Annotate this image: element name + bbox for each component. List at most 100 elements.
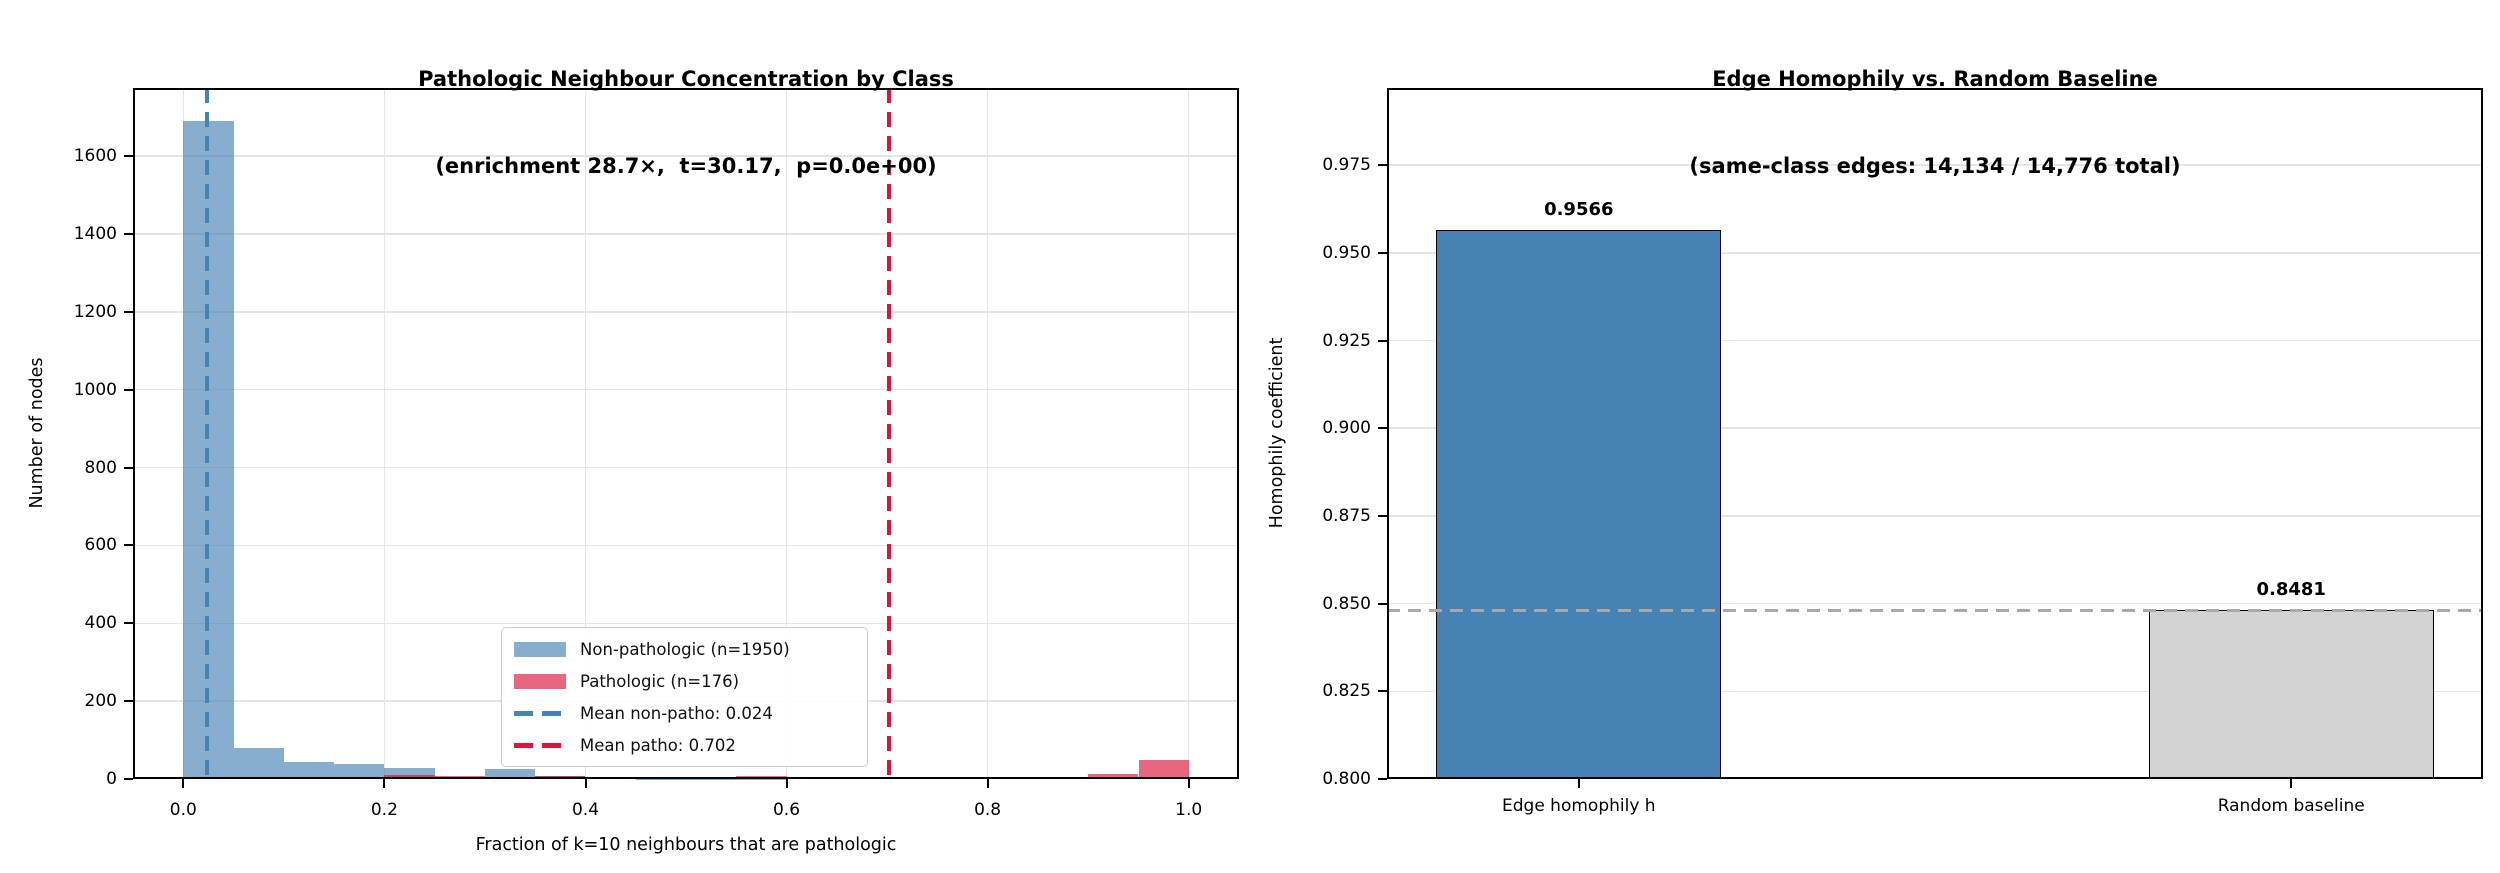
ytick-label: 0: [106, 769, 117, 789]
bar-random-baseline: [2148, 610, 2434, 779]
bar-value-label: 0.8481: [2256, 579, 2326, 601]
ytick-mark: [1378, 690, 1387, 693]
gridline-y: [1387, 515, 2483, 517]
category-label: Random baseline: [2217, 796, 2365, 816]
ytick-label: 0.975: [1322, 155, 1371, 176]
xtick-label: 0.8: [974, 800, 1002, 820]
spine-bottom: [133, 777, 1239, 779]
right-chart-title-line2: (same-class edges: 14,134 / 14,776 total…: [1689, 154, 2181, 178]
spine-bottom: [1387, 777, 2483, 779]
legend-row: Mean patho: 0.702: [514, 736, 855, 755]
category-label: Edge homophily h: [1502, 796, 1656, 816]
ytick-mark: [1378, 602, 1387, 605]
ytick-mark: [1378, 514, 1387, 517]
right-chart-title: Edge Homophily vs. Random Baseline (same…: [1689, 7, 2180, 239]
ytick-label: 400: [84, 613, 117, 634]
legend-label-non-pathologic: Non-pathologic (n=1950): [580, 639, 790, 659]
ytick-mark: [124, 700, 133, 703]
xtick-mark: [1187, 779, 1190, 788]
xtick-mark: [182, 779, 185, 788]
ytick-label: 600: [84, 535, 117, 556]
ytick-mark: [1378, 778, 1387, 780]
ytick-mark: [124, 622, 133, 625]
gridline-y: [1387, 252, 2483, 254]
mean-line-patho: [887, 88, 892, 779]
ytick-label: 800: [84, 457, 117, 478]
bar-edge-homophily: [1436, 229, 1722, 779]
ytick-mark: [124, 233, 133, 235]
legend-row: Pathologic (n=176): [514, 672, 855, 691]
spine-right: [2481, 88, 2483, 779]
gridline-y: [133, 466, 1239, 469]
xtick-mark: [383, 779, 386, 788]
legend-label-pathologic: Pathologic (n=176): [580, 671, 740, 691]
ytick-label: 1200: [73, 301, 117, 322]
xtick-label: 0.0: [169, 800, 197, 820]
ytick-mark: [124, 466, 133, 469]
ytick-mark: [1378, 251, 1387, 254]
xtick-mark: [1577, 779, 1580, 788]
xtick-label: 0.6: [772, 800, 801, 820]
xtick-label: 0.2: [370, 800, 398, 820]
plot-area-histogram: Non-pathologic (n=1950) Pathologic (n=17…: [74, 88, 1239, 820]
ytick-label: 200: [84, 691, 117, 712]
spine-top: [133, 88, 1239, 90]
ytick-mark: [124, 544, 133, 547]
left-chart-title: Pathologic Neighbour Concentration by Cl…: [418, 7, 954, 239]
ytick-label: 0.950: [1322, 242, 1371, 263]
gridline-x: [986, 88, 989, 779]
gridline-x: [1187, 88, 1190, 779]
gridline-y: [133, 388, 1239, 391]
ytick-label: 0.850: [1322, 593, 1371, 614]
ytick-mark: [1378, 164, 1387, 167]
gridline-y: [1387, 427, 2483, 429]
right-chart-ylabel: Homophily coefficient: [1267, 337, 1287, 529]
ytick-label: 1400: [73, 224, 117, 244]
ytick-mark: [124, 310, 133, 313]
ytick-mark: [124, 778, 133, 780]
legend-row: Mean non-patho: 0.024: [514, 704, 855, 723]
ytick-label: 0.825: [1322, 681, 1371, 702]
gridline-y: [133, 311, 1239, 313]
gridline-y: [1387, 339, 2483, 342]
legend-swatch-non-pathologic: [514, 641, 566, 657]
ytick-mark: [1378, 427, 1387, 430]
hist-bar-non-pathologic: [283, 761, 335, 779]
gridline-x: [383, 88, 386, 779]
hist-bar-pathologic: [1088, 773, 1139, 779]
gridline-y: [1387, 164, 2483, 166]
legend: Non-pathologic (n=1950) Pathologic (n=17…: [501, 627, 868, 767]
ytick-label: 0.900: [1322, 418, 1371, 439]
legend-label-mean-non-patho: Mean non-patho: 0.024: [580, 703, 773, 723]
hist-bar-non-pathologic: [334, 764, 385, 779]
legend-row: Non-pathologic (n=1950): [514, 640, 855, 659]
xtick-mark: [785, 779, 788, 788]
ytick-mark: [124, 388, 133, 391]
ytick-label: 0.925: [1322, 330, 1371, 351]
spine-left: [133, 88, 135, 779]
legend-swatch-pathologic: [514, 673, 566, 689]
gridline-y: [133, 233, 1239, 235]
hist-bar-non-pathologic: [384, 768, 435, 779]
spine-left: [1387, 88, 1389, 779]
legend-label-mean-patho: Mean patho: 0.702: [580, 735, 736, 755]
gridline-y: [133, 544, 1239, 547]
xtick-label: 1.0: [1175, 800, 1203, 820]
ytick-mark: [1378, 339, 1387, 342]
ytick-mark: [124, 155, 133, 158]
ytick-label: 1600: [73, 146, 117, 167]
left-chart-title-line1: Pathologic Neighbour Concentration by Cl…: [418, 67, 954, 91]
gridline-y: [133, 155, 1239, 157]
gridline-x: [785, 88, 788, 779]
xtick-mark: [584, 779, 587, 788]
hist-bar-non-pathologic: [484, 769, 536, 779]
xtick-mark: [2290, 779, 2293, 788]
gridline-x: [584, 88, 587, 779]
gridline-y: [1387, 602, 2483, 605]
hist-bar-non-pathologic: [233, 747, 284, 779]
mean-line-non-patho: [205, 88, 210, 779]
gridline-y: [1387, 690, 2483, 693]
left-chart-xlabel: Fraction of k=10 neighbours that are pat…: [475, 835, 897, 855]
random-baseline-line: [1387, 608, 2483, 612]
